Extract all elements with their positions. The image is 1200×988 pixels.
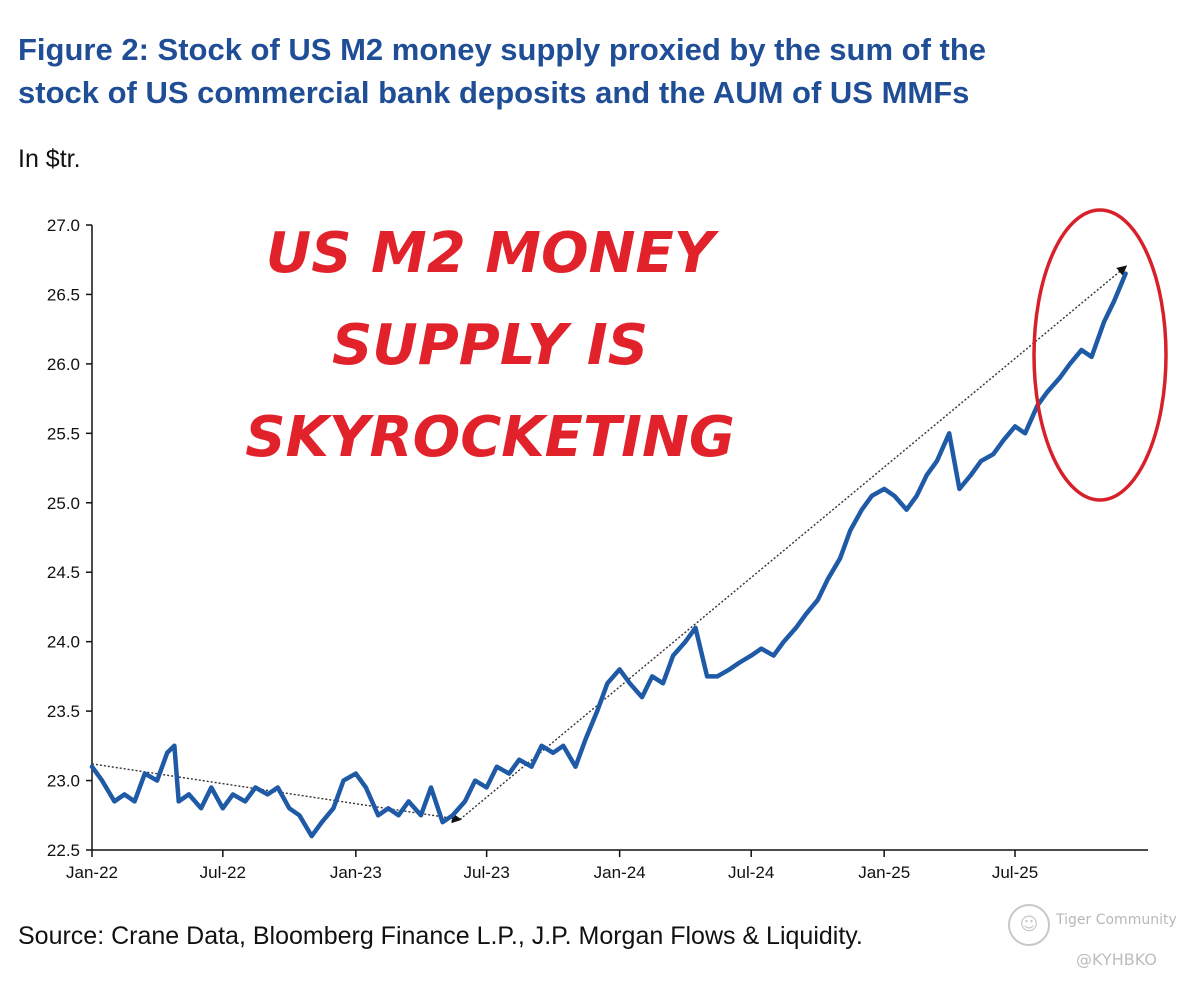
y-tick-label: 24.5 bbox=[47, 563, 80, 582]
trend-lines bbox=[91, 265, 1128, 824]
x-tick-label: Jan-23 bbox=[330, 863, 382, 882]
tiger-logo-icon: ☺ bbox=[1008, 904, 1050, 946]
annotation-line-3: SKYROCKETING bbox=[245, 405, 735, 470]
series-line bbox=[89, 271, 1128, 839]
line-chart: 22.5 23.0 23.5 24.0 24.5 25.0 25.5 26.0 26.5 27.0… bbox=[47, 208, 1168, 882]
y-tick-label: 24.0 bbox=[47, 633, 80, 652]
x-tick-label: Jul-25 bbox=[992, 863, 1038, 882]
y-tick-label: 25.0 bbox=[47, 494, 80, 513]
watermark-brand: Tiger Community bbox=[1056, 912, 1177, 928]
x-tick-label: Jan-25 bbox=[858, 863, 910, 882]
chart-unit-label: In $tr. bbox=[18, 145, 81, 173]
y-tick-label: 23.0 bbox=[47, 772, 80, 791]
y-tick-label: 23.5 bbox=[47, 702, 80, 721]
chart-axes: 22.5 23.0 23.5 24.0 24.5 25.0 25.5 26.0 26.5 27.0… bbox=[47, 216, 1148, 882]
chart-annotation: US M2 MONEY SUPPLY IS SKYROCKETING bbox=[245, 221, 735, 470]
x-tick-label: Jul-23 bbox=[463, 863, 509, 882]
y-tick-label: 26.0 bbox=[47, 355, 80, 374]
watermark: ☺ Tiger Community @KYHBKO bbox=[1008, 900, 1188, 980]
annotation-line-1: US M2 MONEY bbox=[266, 221, 720, 286]
x-tick-label: Jul-22 bbox=[200, 863, 246, 882]
trend-arrow bbox=[459, 265, 1128, 820]
highlight-ellipse bbox=[1032, 208, 1168, 502]
trend-arrow bbox=[91, 763, 462, 824]
chart-title-line-1: Figure 2: Stock of US M2 money supply pr… bbox=[18, 32, 987, 67]
annotation-line-2: SUPPLY IS bbox=[332, 313, 648, 378]
watermark-handle: @KYHBKO bbox=[1076, 950, 1157, 969]
y-tick-label: 22.5 bbox=[47, 841, 80, 860]
chart-title: Figure 2: Stock of US M2 money supply pr… bbox=[18, 28, 1178, 114]
y-tick-label: 26.5 bbox=[47, 285, 80, 304]
chart-title-line-2: stock of US commercial bank deposits and… bbox=[18, 75, 970, 110]
source-note: Source: Crane Data, Bloomberg Finance L.… bbox=[18, 922, 863, 950]
x-tick-label: Jan-24 bbox=[594, 863, 646, 882]
y-tick-label: 27.0 bbox=[47, 216, 80, 235]
x-tick-label: Jan-22 bbox=[66, 863, 118, 882]
x-tick-label: Jul-24 bbox=[728, 863, 774, 882]
y-tick-label: 25.5 bbox=[47, 424, 80, 443]
